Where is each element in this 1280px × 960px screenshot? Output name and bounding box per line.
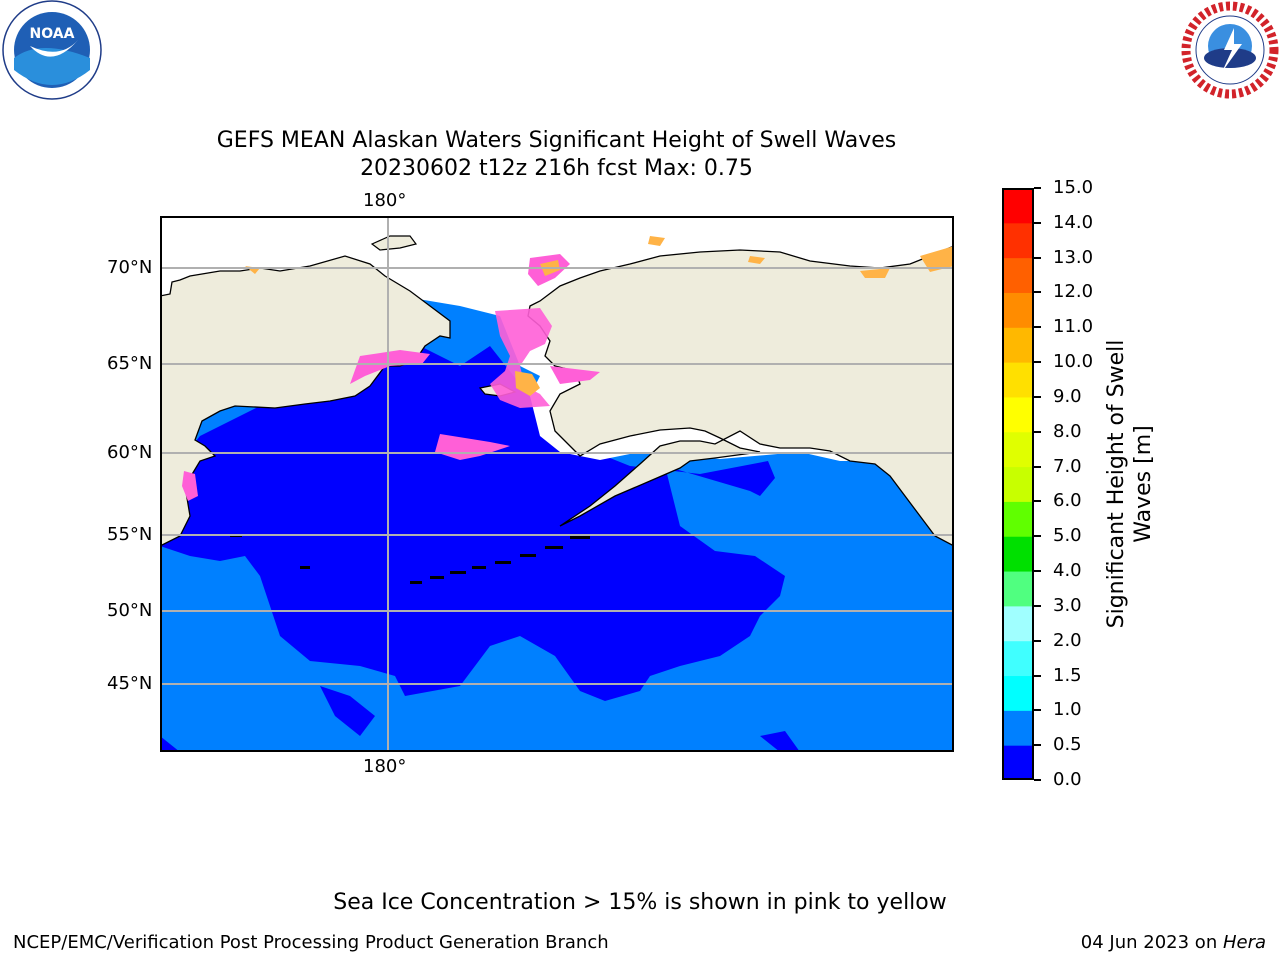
colorbar-tick-label: 0.0 [1053,769,1082,790]
land-wrangel-island [370,235,418,251]
colorbar-tick-mark [1034,500,1041,503]
colorbar-tick-mark [1034,604,1041,607]
colorbar-label-line2: Waves [m] [1131,425,1156,543]
svg-text:NOAA: NOAA [30,26,75,42]
colorbar-segment [1002,710,1034,746]
chart-title-line1: GEFS MEAN Alaskan Waters Significant Hei… [216,128,897,153]
colorbar-segment [1002,640,1034,677]
lat-label-60: 60°N [107,442,153,463]
colorbar-segment [1002,257,1034,293]
colorbar-segment [1002,605,1034,642]
graticule [160,216,954,752]
land-alaska [527,216,955,548]
colorbar-tick-mark [1034,187,1041,189]
colorbar-segment [1002,571,1034,607]
sea-ice [182,236,954,501]
colorbar-tick-label: 9.0 [1053,385,1082,407]
colorbar-tick-mark [1034,570,1041,573]
colorbar-tick-label: 11.0 [1053,316,1094,338]
colorbar-frame [1002,188,1034,780]
colorbar-label-line1: Significant Height of Swell [1104,339,1129,629]
colorbar-tick-label: 1.0 [1053,699,1082,721]
colorbar-segment [1002,745,1034,781]
nws-logo [1176,0,1280,100]
lon-label-top: 180° [363,190,407,211]
colorbar-segment [1002,466,1034,502]
colorbar-tick-label: 1.5 [1053,664,1082,686]
footer-right: 04 Jun 2023 on Hera [1081,932,1266,953]
colorbar-segment [1002,188,1034,224]
colorbar-segment [1002,362,1034,398]
colorbar-tick-label: 5.0 [1053,525,1082,547]
lat-label-50: 50°N [107,600,153,621]
lon-label-bottom: 180° [363,756,407,777]
colorbar-tick-mark [1034,291,1041,294]
noaa-logo: NOAA [0,0,104,104]
colorbar-tick-label: 3.0 [1053,594,1082,616]
colorbar-tick-mark [1034,709,1041,712]
chart-title-line2: 20230602 t12z 216h fcst Max: 0.75 [360,156,753,181]
map-svg [159,216,955,752]
colorbar [1002,188,1034,781]
swell-field-00-05 [160,346,785,701]
colorbar-svg [1002,188,1034,781]
colorbar-tick-label: 14.0 [1053,211,1094,233]
colorbar-segment [1002,327,1034,363]
colorbar-tick-mark [1034,430,1041,433]
colorbar-tick-mark [1034,779,1041,781]
colorbar-tick-label: 13.0 [1053,246,1094,268]
colorbar-segment [1002,536,1034,572]
colorbar-tick-mark [1034,395,1041,398]
footer-date: 04 Jun 2023 on [1080,932,1223,953]
colorbar-segment [1002,431,1034,468]
colorbar-tick-label: 2.0 [1053,629,1082,651]
colorbar-tick-label: 15.0 [1053,177,1094,198]
colorbar-tick-label: 10.0 [1053,351,1094,373]
footer-left: NCEP/EMC/Verification Post Processing Pr… [13,932,609,953]
colorbar-segment [1002,675,1034,711]
colorbar-tick-mark [1034,535,1041,538]
colorbar-tick-label: 6.0 [1053,490,1082,512]
colorbar-tick-label: 8.0 [1053,420,1082,442]
colorbar-tick-mark [1034,639,1041,642]
lat-label-45: 45°N [107,673,153,694]
colorbar-tick-label: 12.0 [1053,281,1094,303]
colorbar-segment [1002,501,1034,537]
colorbar-tick-label: 7.0 [1053,455,1082,477]
lat-label-65: 65°N [107,353,153,374]
colorbar-tick-label: 0.5 [1053,734,1082,756]
colorbar-segment [1002,396,1034,433]
colorbar-tick-mark [1034,221,1041,224]
colorbar-segment [1002,222,1034,259]
footer-host: Hera [1222,932,1266,953]
colorbar-segment [1002,292,1034,328]
sea-ice-note: Sea Ice Concentration > 15% is shown in … [333,890,947,915]
lat-label-70: 70°N [107,257,153,278]
colorbar-tick-mark [1034,465,1041,468]
colorbar-tick-mark [1034,744,1041,747]
colorbar-tick-mark [1034,361,1041,364]
colorbar-tick-mark [1034,326,1041,329]
colorbar-tick-label: 4.0 [1053,560,1082,582]
map-panel [159,216,955,752]
map-frame [160,216,954,752]
colorbar-tick-mark [1034,256,1041,259]
lat-label-55: 55°N [107,524,153,545]
colorbar-tick-mark [1034,674,1041,677]
